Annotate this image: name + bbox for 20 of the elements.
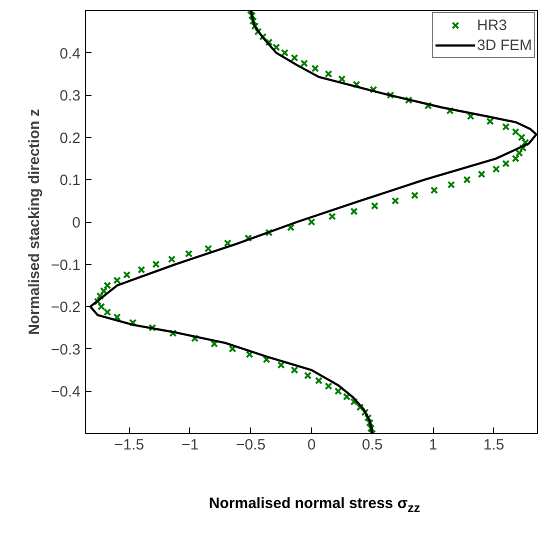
legend-label: 3D FEM [476,36,532,54]
x-tick-label: 1 [428,436,438,454]
x-tick-label: 0.5 [362,436,383,454]
x-tick-label: −1.5 [114,436,144,454]
y-tick-label: 0.2 [60,130,81,147]
y-tick-label: −0.2 [50,299,81,316]
y-tick-label: 0.1 [60,172,81,190]
y-axis-title: Normalised stacking direction z [26,109,43,335]
x-tick-label: −0.5 [236,436,266,454]
y-tick-label: −0.1 [50,256,81,274]
x-tick-label: −1 [181,436,199,454]
legend-label: HR3 [476,16,507,34]
y-tick-label: −0.4 [50,384,81,401]
x-tick-label: 1.5 [483,436,504,454]
x-axis-title: Normalised normal stress σ$_{zz}$ [208,494,420,517]
x-tick-label: 0 [307,436,316,454]
y-tick-label: 0.4 [60,45,81,62]
y-tick-label: 0 [72,214,80,232]
y-tick-label: 0.3 [60,88,81,105]
y-tick-label: −0.3 [50,341,81,358]
